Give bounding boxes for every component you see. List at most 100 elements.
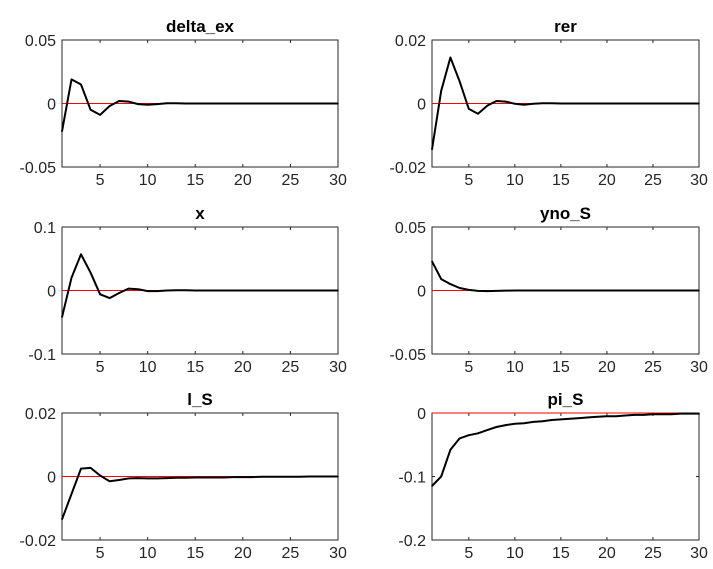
data-point bbox=[61, 130, 63, 133]
data-point bbox=[108, 480, 111, 483]
subplot-2: rer 5 10 15 20 25 30 -0.02 0 0.02 bbox=[390, 17, 708, 189]
data-point bbox=[633, 414, 636, 416]
data-point bbox=[165, 289, 168, 292]
data-point bbox=[477, 432, 479, 435]
data-point bbox=[633, 102, 636, 105]
y-tick-label: -0.05 bbox=[390, 347, 427, 364]
data-point bbox=[440, 90, 443, 92]
data-point bbox=[523, 422, 525, 425]
subplot-3: x 5 10 15 20 25 30 -0.1 0 0.1 bbox=[28, 204, 347, 376]
data-point bbox=[541, 420, 544, 423]
data-point bbox=[89, 271, 92, 274]
x-tick-label: 15 bbox=[552, 359, 570, 376]
x-tick-label: 25 bbox=[644, 359, 662, 376]
y-tick-label: 0 bbox=[417, 284, 426, 301]
x-tick-label: 5 bbox=[464, 172, 473, 189]
x-tick-label: 15 bbox=[186, 545, 204, 562]
data-point bbox=[318, 289, 320, 292]
data-point bbox=[698, 102, 700, 105]
response-line bbox=[431, 56, 699, 150]
data-point bbox=[495, 100, 498, 102]
data-point bbox=[578, 289, 581, 292]
y-tick-label: 0 bbox=[47, 284, 56, 301]
y-tick-label: -0.05 bbox=[20, 160, 57, 177]
data-point bbox=[643, 102, 645, 105]
data-point bbox=[486, 429, 489, 431]
x-tick-label: 5 bbox=[96, 172, 105, 189]
y-tick-label: 0.05 bbox=[25, 33, 56, 50]
data-point bbox=[165, 102, 168, 104]
data-point bbox=[156, 103, 158, 105]
data-point bbox=[232, 102, 235, 105]
y-tick-label: 0.02 bbox=[395, 33, 426, 50]
x-tick-label: 10 bbox=[506, 545, 524, 562]
data-point bbox=[61, 316, 63, 319]
data-point bbox=[689, 412, 691, 415]
data-point bbox=[689, 289, 691, 292]
data-point bbox=[308, 289, 311, 292]
data-point bbox=[289, 476, 292, 478]
x-tick-label: 20 bbox=[234, 172, 252, 189]
x-tick-label: 30 bbox=[690, 545, 708, 562]
y-tick-label: 0 bbox=[47, 470, 56, 487]
data-point bbox=[652, 102, 654, 105]
data-point bbox=[99, 293, 101, 296]
x-tick-label: 15 bbox=[186, 172, 204, 189]
data-point bbox=[550, 289, 553, 292]
x-tick-label: 10 bbox=[139, 545, 157, 562]
data-point bbox=[541, 289, 544, 292]
data-point bbox=[652, 289, 654, 292]
x-tick-label: 10 bbox=[506, 359, 524, 376]
response-line bbox=[61, 78, 338, 132]
subplot-title: delta_ex bbox=[166, 17, 235, 36]
data-point bbox=[532, 289, 535, 292]
data-point bbox=[251, 289, 254, 292]
x-tick-label: 10 bbox=[139, 359, 157, 376]
data-point bbox=[127, 100, 130, 103]
data-point bbox=[504, 424, 507, 426]
data-point bbox=[679, 102, 682, 105]
data-point bbox=[270, 476, 273, 478]
x-tick-label: 10 bbox=[506, 172, 524, 189]
data-point bbox=[261, 289, 263, 292]
data-point bbox=[108, 105, 111, 107]
data-point bbox=[270, 102, 273, 105]
data-point bbox=[137, 288, 139, 291]
data-point bbox=[523, 289, 525, 292]
data-point bbox=[156, 290, 158, 292]
data-point bbox=[318, 475, 320, 478]
data-point bbox=[204, 289, 206, 292]
data-point bbox=[242, 289, 244, 292]
data-point bbox=[261, 476, 263, 478]
data-point bbox=[175, 477, 177, 479]
data-point bbox=[289, 102, 292, 105]
data-point bbox=[440, 278, 443, 280]
data-point bbox=[550, 419, 553, 421]
data-point bbox=[698, 289, 700, 292]
y-tick-label: 0 bbox=[47, 97, 56, 114]
data-point bbox=[661, 289, 663, 292]
data-point bbox=[468, 434, 470, 437]
data-point bbox=[449, 283, 452, 285]
data-point bbox=[70, 277, 73, 279]
data-point bbox=[560, 102, 562, 105]
data-point bbox=[118, 100, 120, 102]
data-point bbox=[223, 102, 225, 105]
x-tick-label: 15 bbox=[552, 545, 570, 562]
data-point bbox=[194, 476, 196, 479]
subplot-title: x bbox=[195, 204, 205, 223]
data-point bbox=[633, 289, 636, 292]
x-tick-label: 25 bbox=[282, 359, 300, 376]
subplot-title: pi_S bbox=[548, 390, 584, 409]
data-point bbox=[431, 485, 433, 487]
x-tick-label: 30 bbox=[329, 172, 347, 189]
data-point bbox=[486, 290, 489, 292]
data-point bbox=[137, 103, 139, 105]
data-point bbox=[61, 518, 63, 521]
x-tick-label: 5 bbox=[96, 545, 105, 562]
data-point bbox=[261, 102, 263, 105]
data-point bbox=[299, 476, 301, 478]
data-point bbox=[670, 289, 673, 292]
data-point bbox=[679, 412, 682, 415]
